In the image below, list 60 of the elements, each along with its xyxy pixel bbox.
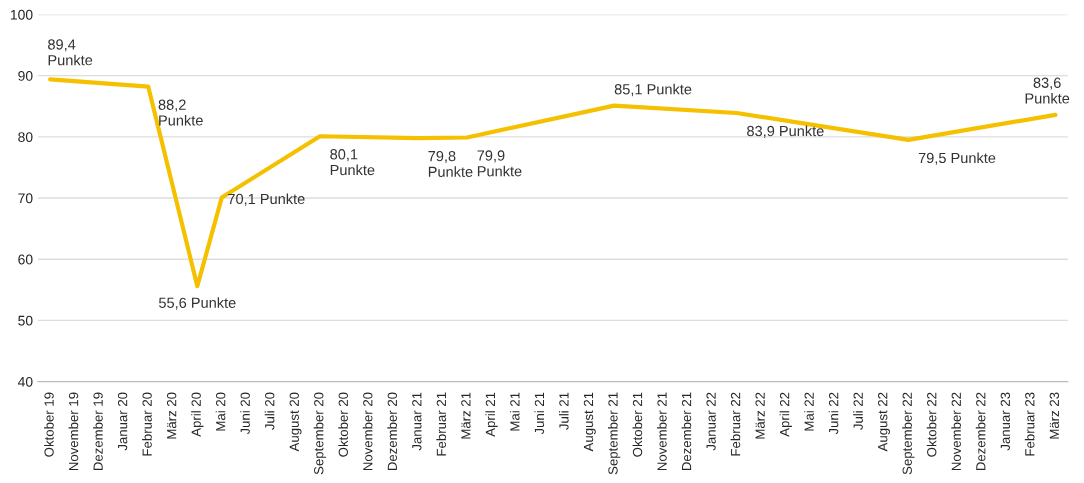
x-tick-label: Dezember 20 <box>387 392 398 471</box>
y-tick-label: 60 <box>18 254 33 265</box>
y-tick-label: 50 <box>18 315 33 326</box>
x-tick-label: Dezember 19 <box>93 392 103 471</box>
x-tick-label: Mai 20 <box>215 392 226 431</box>
x-tick-label: Juni 21 <box>534 392 545 435</box>
x-tick-label: Juli 22 <box>853 392 863 430</box>
x-tick-label: November 21 <box>657 392 667 471</box>
x-tick-label: Juli 21 <box>558 392 569 430</box>
x-tick-label: Mai 22 <box>804 392 814 431</box>
x-tick-label: März 23 <box>1049 392 1060 439</box>
x-tick-label: Dezember 21 <box>681 392 692 471</box>
x-tick-label: November 20 <box>362 392 373 471</box>
x-tick-label: April 22 <box>779 392 792 437</box>
x-tick-label: August 20 <box>289 392 302 452</box>
x-tick-label: Mai 21 <box>509 392 520 431</box>
data-label: 83,9 Punkte <box>747 125 824 138</box>
x-tick-label: September 22 <box>902 392 915 475</box>
x-tick-label: Januar 20 <box>117 392 128 451</box>
y-tick-label: 90 <box>18 71 33 81</box>
data-label: 85,1 Punkte <box>614 83 692 97</box>
x-tick-label: März 22 <box>755 392 765 439</box>
y-tick-label: 40 <box>17 376 33 387</box>
x-tick-label: September 20 <box>313 392 327 475</box>
x-tick-label: August 22 <box>878 392 890 452</box>
x-tick-label: November 22 <box>951 392 961 471</box>
y-tick-label: 70 <box>18 193 33 204</box>
data-label: 80,1 Punkte <box>330 149 375 176</box>
x-tick-label: Oktober 19 <box>44 392 54 457</box>
data-label: 55,6 Punkte <box>158 297 236 310</box>
x-tick-label: April 20 <box>191 392 204 437</box>
data-label: 70,1 Punkte <box>228 193 305 206</box>
data-label: 79,5 Punkte <box>918 152 996 165</box>
x-tick-label: April 21 <box>485 392 498 437</box>
x-tick-label: März 21 <box>461 392 471 439</box>
x-tick-label: Oktober 21 <box>632 392 643 457</box>
x-tick-label: September 21 <box>607 392 621 475</box>
x-tick-label: Januar 21 <box>412 392 422 451</box>
x-tick-label: Juli 20 <box>264 392 275 430</box>
x-tick-label: Januar 23 <box>1000 392 1010 451</box>
x-tick-label: November 19 <box>68 392 79 471</box>
x-tick-label: Dezember 22 <box>975 392 986 471</box>
x-tick-label: Januar 22 <box>706 392 716 451</box>
x-tick-label: Februar 21 <box>436 392 447 456</box>
x-tick-label: Oktober 22 <box>926 392 937 457</box>
x-tick-label: Juni 20 <box>240 392 250 435</box>
x-tick-label: Februar 22 <box>730 392 741 456</box>
data-label: 88,2 Punkte <box>158 99 203 126</box>
x-tick-label: Oktober 20 <box>338 392 348 457</box>
x-tick-label: März 20 <box>166 392 177 439</box>
x-tick-label: Juni 22 <box>828 392 839 435</box>
y-tick-label: 100 <box>10 9 33 20</box>
x-tick-label: Februar 20 <box>142 392 152 456</box>
data-label: 79,9 Punkte <box>477 150 522 177</box>
data-label: 83,6 Punkte <box>1025 77 1070 104</box>
x-tick-label: Februar 23 <box>1024 392 1035 456</box>
y-tick-label: 80 <box>18 132 33 143</box>
data-label: 79,8 Punkte <box>428 150 473 177</box>
data-label: 89,4 Punkte <box>48 39 93 66</box>
x-tick-label: August 21 <box>583 392 596 452</box>
